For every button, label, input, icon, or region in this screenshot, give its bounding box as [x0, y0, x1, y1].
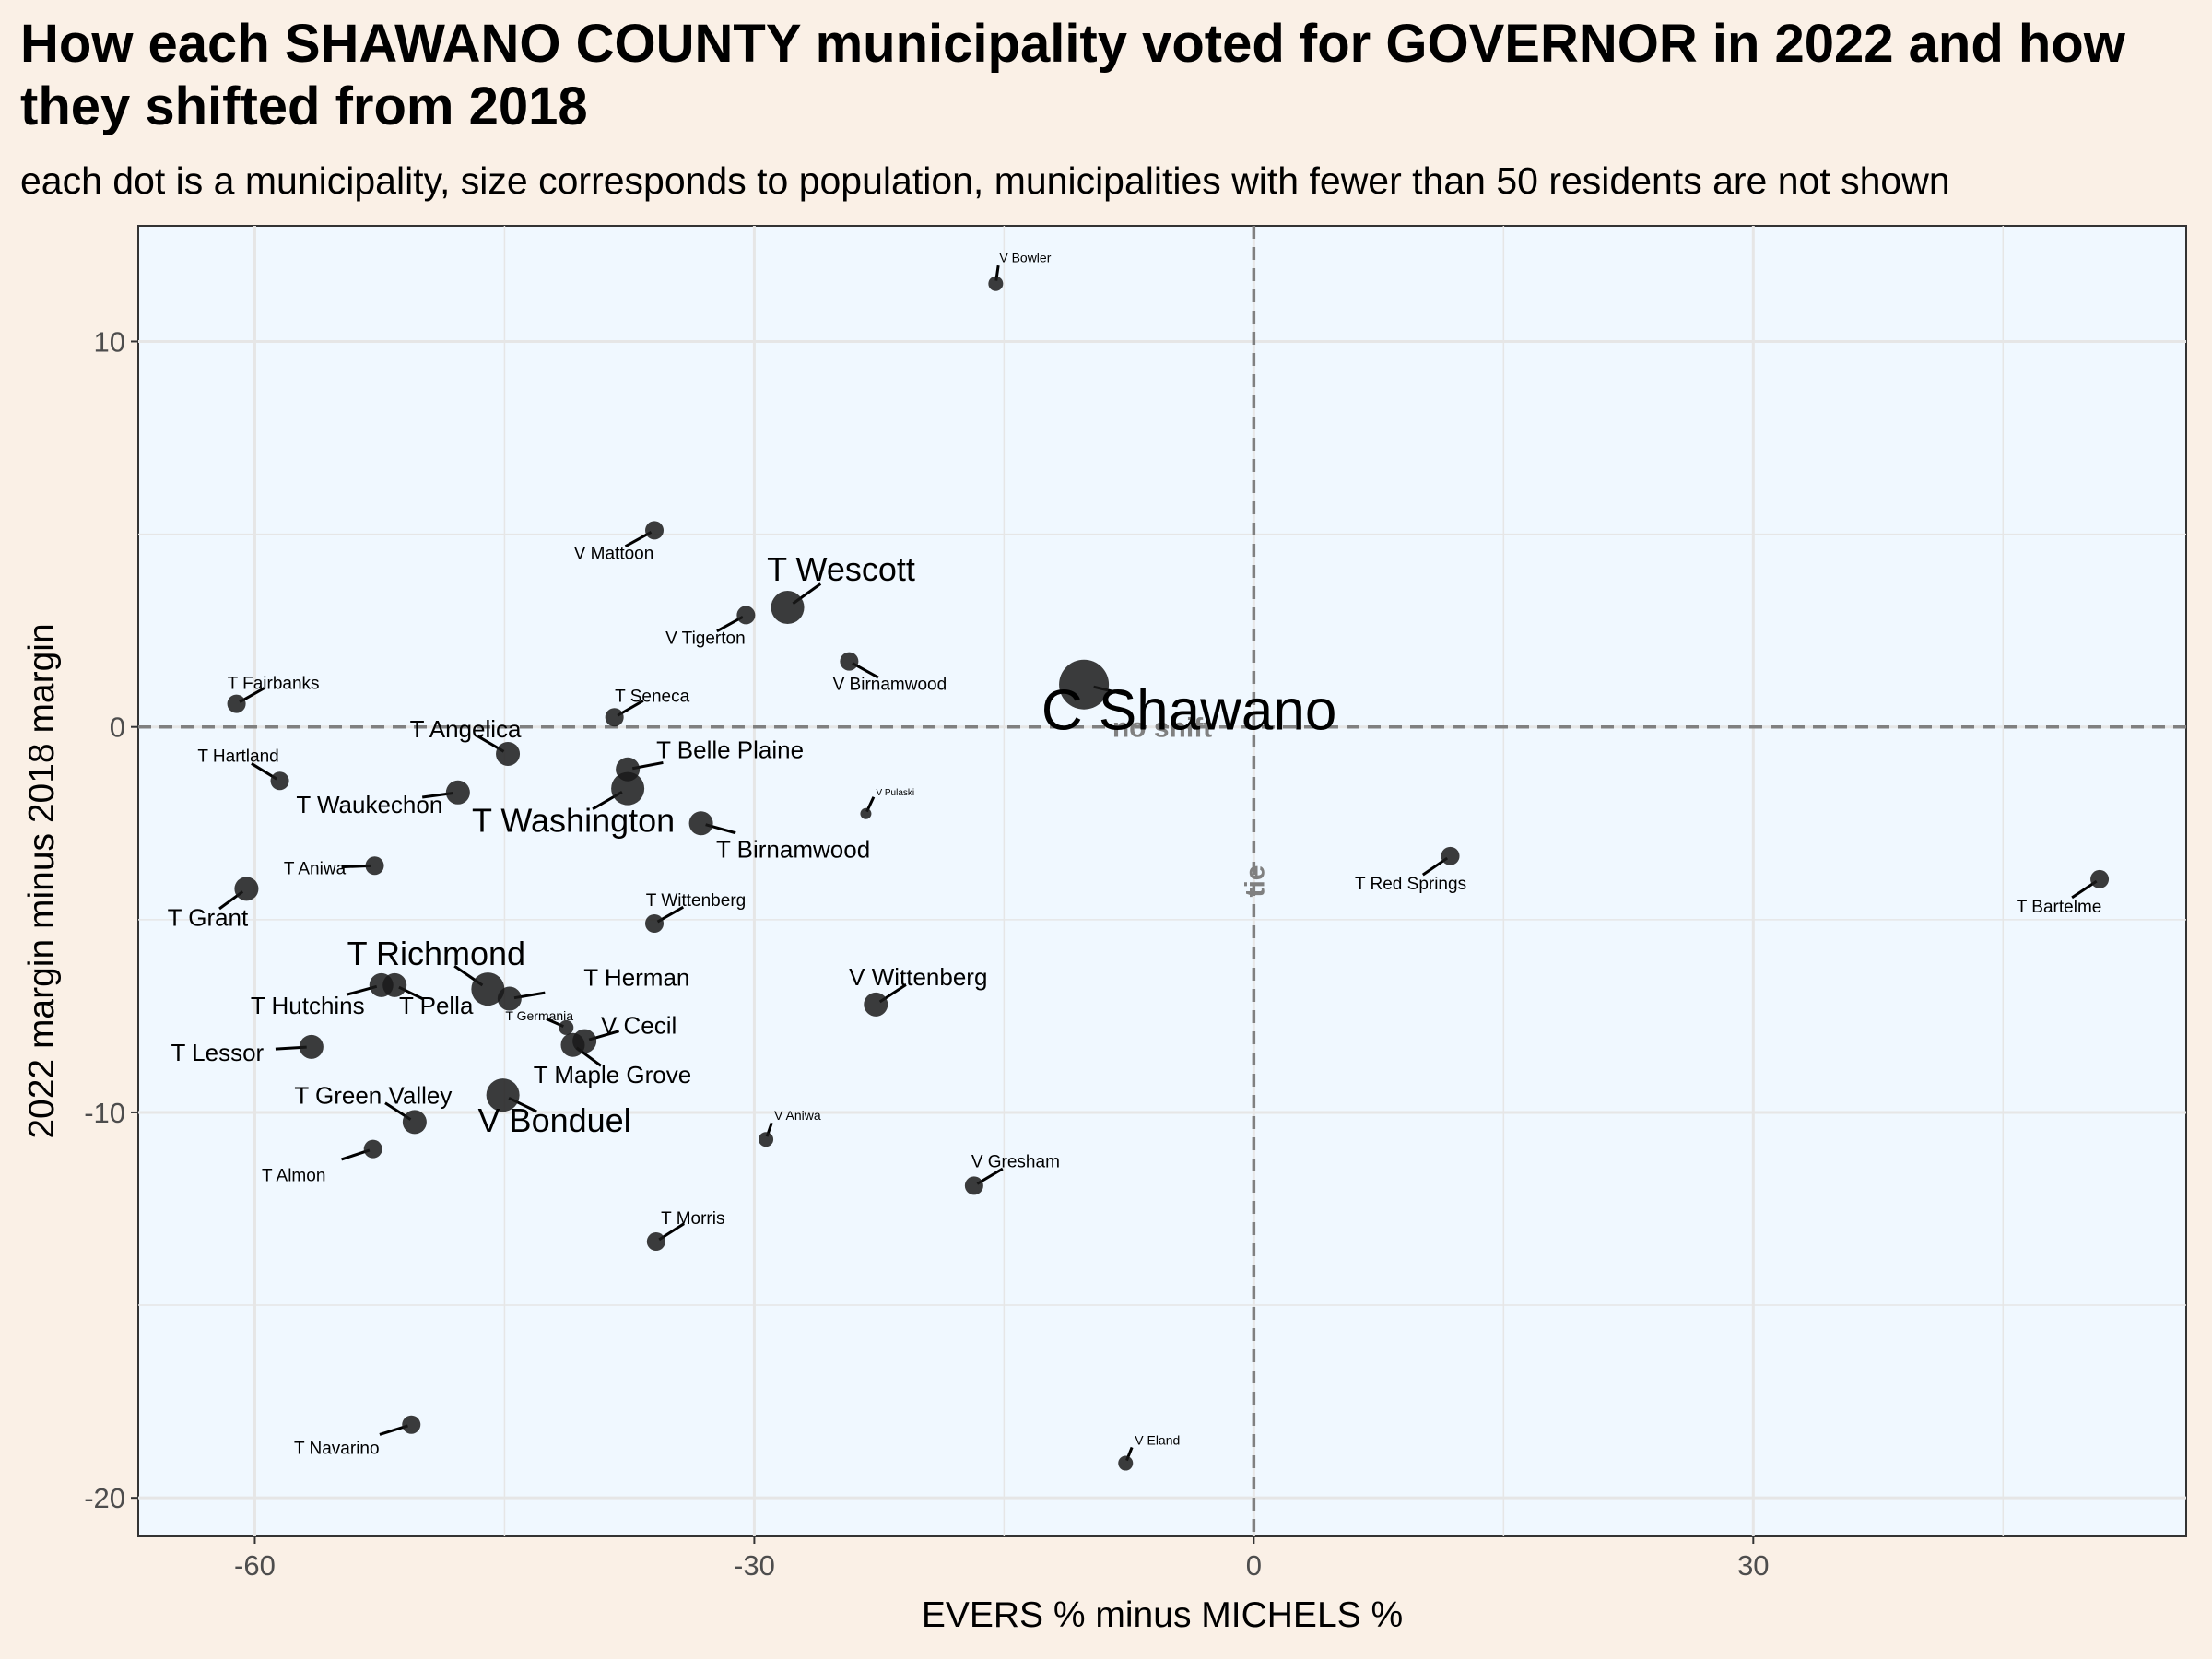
- y-tick-label: 0: [110, 712, 125, 744]
- data-point: [860, 807, 872, 819]
- data-point: [486, 1078, 520, 1112]
- data-point: [645, 521, 665, 540]
- data-point: [445, 780, 470, 805]
- data-point: [1118, 1455, 1134, 1471]
- x-tick-label: 0: [1246, 1549, 1262, 1582]
- point-label: T Lessor: [171, 1039, 265, 1066]
- point-label: T Grant: [168, 903, 249, 931]
- point-label: T Belle Plaine: [656, 736, 804, 764]
- data-point: [1059, 659, 1110, 710]
- point-label: C Shawano: [1041, 679, 1337, 743]
- point-label: T Germania: [505, 1008, 573, 1023]
- axes: -60 -30 0 30 -20 -10 0 10: [84, 325, 1769, 1582]
- x-tick-label: -30: [734, 1549, 775, 1582]
- point-label: T Waukechon: [296, 791, 442, 818]
- point-label: V Bowler: [999, 251, 1051, 265]
- data-point: [227, 694, 246, 713]
- point-label: T Angelica: [410, 715, 522, 743]
- chart-subtitle: each dot is a municipality, size corresp…: [20, 159, 1950, 202]
- data-point: [363, 1139, 382, 1159]
- data-point: [605, 708, 624, 727]
- reference-lines: tie no shift: [138, 226, 2186, 1536]
- point-label: T Maple Grove: [534, 1061, 691, 1088]
- point-label: T Aniwa: [284, 859, 347, 878]
- data-point: [559, 1019, 574, 1035]
- point-label: T Morris: [661, 1209, 724, 1229]
- x-axis-title: EVERS % minus MICHELS %: [922, 1595, 1403, 1635]
- point-label: V Wittenberg: [849, 963, 987, 991]
- point-label: T Wittenberg: [646, 891, 746, 911]
- point-label: T Hartland: [197, 747, 278, 766]
- point-label: V Aniwa: [774, 1108, 821, 1123]
- data-point: [365, 856, 384, 876]
- point-label: T Pella: [399, 992, 474, 1019]
- data-point: [402, 1415, 421, 1434]
- chart-title: How each SHAWANO COUNTY municipality vot…: [20, 14, 2125, 136]
- point-label: T Bartelme: [2017, 898, 2102, 917]
- point-label: V Bonduel: [478, 1101, 631, 1139]
- point-label: V Gresham: [971, 1152, 1060, 1171]
- data-point: [611, 771, 645, 806]
- point-label: T Navarino: [294, 1440, 380, 1459]
- data-points: [218, 265, 2110, 1471]
- point-label: T Wescott: [767, 550, 915, 588]
- y-tick-label: -10: [84, 1097, 125, 1129]
- y-axis-title: 2022 margin minus 2018 margin: [22, 623, 62, 1138]
- y-tick-label: -20: [84, 1482, 125, 1514]
- point-label: V Mattoon: [574, 544, 654, 563]
- x-tick-label: -60: [234, 1549, 276, 1582]
- data-point: [840, 652, 859, 671]
- point-label: V Pulaski: [876, 788, 914, 798]
- point-label: T Washington: [472, 802, 675, 840]
- point-label: T Richmond: [347, 935, 525, 972]
- tie-label: tie: [1240, 865, 1270, 897]
- data-point: [497, 986, 522, 1011]
- x-tick-label: 30: [1737, 1549, 1769, 1582]
- data-point: [964, 1176, 983, 1195]
- data-point: [299, 1034, 324, 1059]
- point-label: T Hutchins: [251, 992, 365, 1019]
- point-label: T Green Valley: [294, 1081, 452, 1109]
- point-label: T Fairbanks: [228, 675, 320, 694]
- data-point: [270, 771, 289, 791]
- data-point: [471, 972, 505, 1006]
- data-point: [645, 914, 665, 934]
- point-label: T Seneca: [615, 687, 689, 706]
- data-point: [688, 811, 713, 836]
- data-point: [234, 877, 259, 901]
- point-label: V Eland: [1135, 1433, 1180, 1448]
- data-point: [864, 992, 888, 1017]
- data-point: [988, 276, 1004, 291]
- point-labels: V Bowler V Mattoon T Wescott V Tigerton V Bi…: [168, 251, 2102, 1459]
- plot-panel: [137, 225, 2187, 1537]
- data-point: [402, 1110, 427, 1135]
- data-point: [2090, 869, 2110, 888]
- data-point: [759, 1132, 774, 1147]
- point-label: V Tigerton: [665, 629, 746, 648]
- no-shift-label: no shift: [1112, 713, 1212, 744]
- data-point: [496, 741, 521, 766]
- data-point: [646, 1232, 665, 1252]
- data-point: [1441, 846, 1460, 865]
- point-label: T Red Springs: [1355, 875, 1466, 894]
- point-label: T Herman: [583, 964, 689, 992]
- point-label: T Almon: [262, 1167, 325, 1186]
- data-point: [560, 1032, 585, 1057]
- data-point: [736, 606, 756, 625]
- point-label: V Birnamwood: [833, 676, 947, 695]
- data-point: [771, 591, 805, 625]
- point-label: T Birnamwood: [716, 835, 870, 863]
- data-point: [382, 972, 407, 997]
- point-label: V Cecil: [601, 1012, 677, 1040]
- y-tick-label: 10: [94, 325, 125, 358]
